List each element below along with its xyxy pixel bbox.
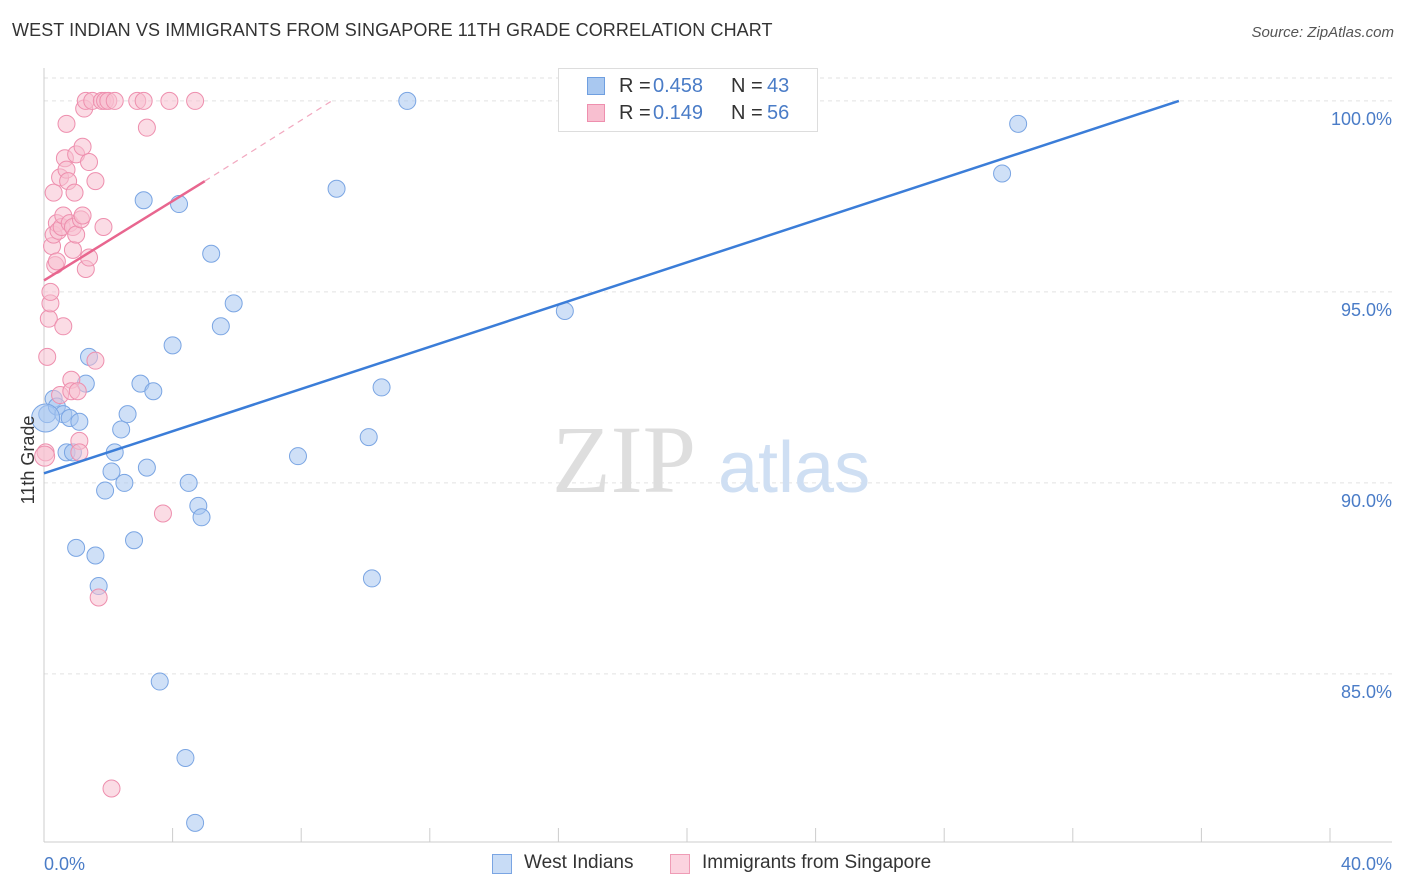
singapore-point: [54, 317, 73, 336]
legend-r-label: R =: [619, 75, 651, 97]
points-layer: [31, 91, 1028, 832]
singapore-point: [134, 91, 153, 110]
west-indians-point: [102, 462, 121, 481]
west-indians-point: [372, 378, 391, 397]
legend-r-label: R =: [619, 102, 651, 124]
west-indians-point: [993, 164, 1012, 183]
x-tick-label: 40.0%: [1341, 854, 1392, 874]
west-indians-point: [134, 191, 153, 210]
west-indians-point: [144, 382, 163, 401]
singapore-point: [57, 114, 76, 133]
singapore-point: [65, 183, 84, 202]
west-indians-point: [163, 336, 182, 355]
singapore-trendline-extension: [204, 100, 333, 182]
series-legend: West Indians Immigrants from Singapore: [0, 852, 1406, 878]
grid-layer: [44, 77, 1392, 675]
west-indians-trendline: [43, 99, 1180, 475]
west-indians-point: [150, 672, 169, 691]
singapore-point: [105, 91, 124, 110]
series-label-west-indians: West Indians: [524, 852, 634, 873]
legend-n-label: N =: [731, 102, 763, 124]
singapore-point: [34, 445, 56, 467]
singapore-point: [102, 779, 121, 798]
singapore-point: [86, 351, 105, 370]
legend-swatch-singapore: [587, 104, 605, 122]
singapore-point: [137, 118, 156, 137]
y-axis-title: 11th Grade: [18, 416, 38, 505]
west-indians-point: [224, 294, 243, 313]
west-indians-point: [398, 91, 417, 110]
singapore-point: [73, 137, 92, 156]
west-indians-point: [112, 420, 131, 439]
singapore-point: [63, 240, 82, 259]
singapore-point: [89, 588, 108, 607]
y-tick-label: 85.0%: [1341, 682, 1392, 702]
legend-r-value: 0.149: [653, 102, 704, 124]
singapore-point: [186, 91, 205, 110]
west-indians-point: [179, 473, 198, 492]
west-indians-point: [327, 179, 346, 198]
legend-r-value: 0.458: [653, 75, 704, 97]
legend-swatch-west-indians: [587, 77, 605, 95]
west-indians-point: [125, 531, 144, 550]
axis-layer: 85.0% 90.0% 95.0% 100.0% 0.0% 40.0%: [43, 68, 1392, 874]
singapore-point: [160, 91, 179, 110]
series-swatch-west-indians: [492, 854, 512, 874]
west-indians-point: [202, 244, 221, 263]
legend-n-label: N =: [731, 75, 763, 97]
singapore-point: [153, 504, 172, 523]
y-tick-label: 90.0%: [1341, 491, 1392, 511]
west-indians-point: [96, 481, 115, 500]
series-swatch-singapore: [670, 854, 690, 874]
west-indians-point: [70, 412, 89, 431]
singapore-point: [70, 443, 89, 462]
west-indians-point: [362, 569, 381, 588]
west-indians-point: [118, 405, 137, 424]
west-indians-point: [31, 403, 61, 433]
watermark-zip: ZIP: [552, 406, 696, 513]
west-indians-point: [288, 447, 307, 466]
west-indians-point: [115, 473, 134, 492]
y-tick-label: 95.0%: [1341, 300, 1392, 320]
legend-n-value: 56: [767, 102, 790, 124]
west-indians-point: [186, 813, 205, 832]
west-indians-point: [359, 428, 378, 447]
watermark: ZIP atlas: [552, 406, 870, 513]
west-indians-point: [211, 317, 230, 336]
singapore-point: [44, 183, 63, 202]
singapore-point: [41, 282, 60, 301]
west-indians-point: [192, 508, 211, 527]
watermark-atlas: atlas: [718, 428, 870, 508]
singapore-point: [94, 217, 113, 236]
west-indians-point: [176, 748, 195, 767]
legend-n-value: 43: [767, 75, 790, 97]
trend-layer: [43, 99, 1180, 475]
singapore-point: [67, 225, 86, 244]
west-indians-point: [1009, 114, 1028, 133]
correlation-legend: R = 0.458 N = 43 R = 0.149 N = 56: [558, 68, 818, 132]
x-tick-label: 0.0%: [44, 854, 85, 874]
singapore-point: [86, 172, 105, 191]
singapore-point: [68, 382, 87, 401]
singapore-point: [38, 347, 57, 366]
west-indians-point: [137, 458, 156, 477]
singapore-trendline: [43, 180, 206, 282]
west-indians-point: [67, 538, 86, 557]
west-indians-point: [86, 546, 105, 565]
singapore-point: [47, 252, 66, 271]
y-tick-label: 100.0%: [1331, 109, 1392, 129]
chart-title: WEST INDIAN VS IMMIGRANTS FROM SINGAPORE…: [12, 20, 773, 40]
series-label-singapore: Immigrants from Singapore: [702, 852, 932, 873]
singapore-point: [73, 206, 92, 225]
source-label: Source: ZipAtlas.com: [1251, 24, 1394, 41]
singapore-point: [80, 153, 99, 172]
